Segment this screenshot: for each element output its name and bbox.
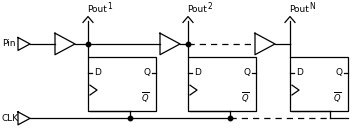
Text: D: D bbox=[94, 68, 101, 77]
Text: Q: Q bbox=[243, 68, 250, 77]
Text: D: D bbox=[194, 68, 201, 77]
Text: Q: Q bbox=[335, 68, 342, 77]
Text: $\overline{Q}$: $\overline{Q}$ bbox=[241, 90, 250, 104]
Bar bbox=[88, 57, 156, 111]
Text: Pout: Pout bbox=[289, 5, 309, 14]
Text: 1: 1 bbox=[107, 2, 112, 11]
Text: 2: 2 bbox=[207, 2, 212, 11]
Text: CLK: CLK bbox=[2, 114, 19, 123]
Text: $\overline{Q}$: $\overline{Q}$ bbox=[141, 90, 150, 104]
Text: $\overline{Q}$: $\overline{Q}$ bbox=[334, 90, 342, 104]
Text: Pin: Pin bbox=[2, 39, 15, 48]
Text: Pout: Pout bbox=[87, 5, 107, 14]
Text: N: N bbox=[309, 2, 315, 11]
Bar bbox=[290, 57, 348, 111]
Bar bbox=[188, 57, 256, 111]
Text: Pout: Pout bbox=[187, 5, 207, 14]
Text: D: D bbox=[296, 68, 303, 77]
Text: Q: Q bbox=[143, 68, 150, 77]
